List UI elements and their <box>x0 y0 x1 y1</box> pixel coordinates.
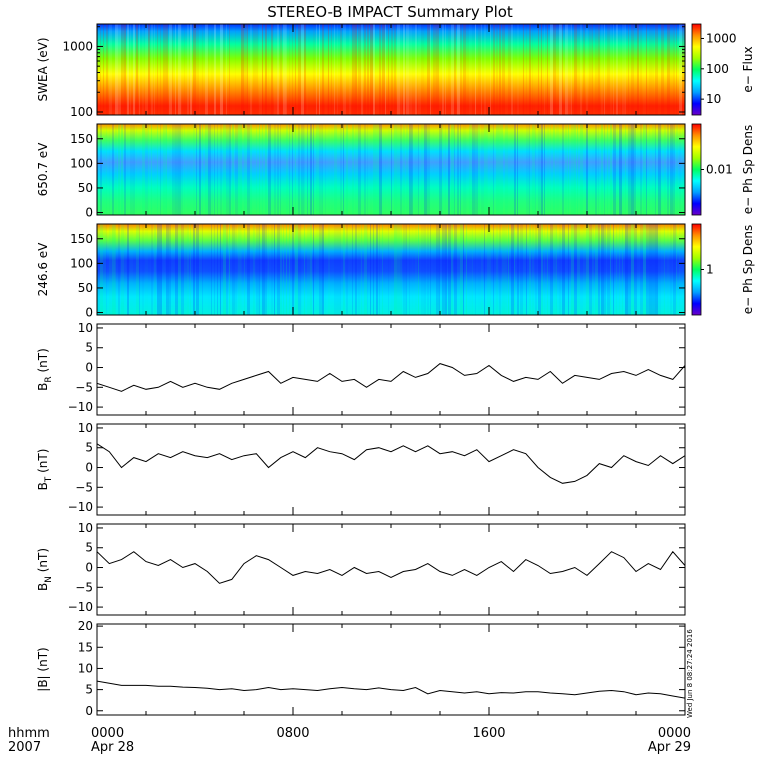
y-tick-label: −5 <box>75 580 93 594</box>
series-line-br <box>97 363 685 392</box>
y-axis-label-bmag: |B| (nT) <box>36 647 50 691</box>
colorbar-label-swea: e− Flux <box>741 46 755 92</box>
y-tick-label: 5 <box>85 441 93 455</box>
y-axis-label-main: B <box>36 482 50 490</box>
y-tick-label: 5 <box>85 683 93 697</box>
y-tick-label: 1000 <box>62 39 93 53</box>
y-tick-label: 5 <box>85 541 93 555</box>
spectrogram-swea <box>97 24 685 115</box>
colorbar-pad246 <box>691 223 702 316</box>
time-tick-date: Apr 28 <box>91 740 134 755</box>
y-tick-label: −10 <box>68 500 93 514</box>
axes-frame-bmag <box>96 623 686 716</box>
y-tick-label: −5 <box>75 380 93 394</box>
colorbar-tick-label: 1000 <box>706 31 737 45</box>
y-tick-label: 10 <box>78 661 93 675</box>
colorbar-tick-label: 0.01 <box>706 163 733 177</box>
y-tick-label: 0 <box>85 306 93 320</box>
y-tick-label: 0 <box>85 561 93 575</box>
spectrogram-texture-pad246 <box>97 224 680 315</box>
y-tick-label: 10 <box>78 321 93 335</box>
y-tick-label: −10 <box>68 400 93 414</box>
timestamp: Wed Jun 8 08:27:24 2016 <box>686 629 694 718</box>
panel-pad246: 1 e− Ph Sp Dens 246.6 eV 0 50 100 150 <box>36 223 755 320</box>
colorbar-tick-label: 100 <box>706 62 729 76</box>
time-axis-row2-label: 2007 <box>8 740 41 755</box>
series-line-bmag <box>97 680 685 699</box>
y-tick-label: 20 <box>78 619 93 633</box>
colorbar-tick-label: 1 <box>706 263 714 277</box>
y-tick-label: 100 <box>70 156 93 170</box>
axes-frame-bt <box>96 423 686 516</box>
spectrogram-pad650 <box>97 124 685 215</box>
y-axis-label-main: B <box>36 383 50 391</box>
time-axis-row1-label: hhmm <box>8 726 50 741</box>
time-tick-hhmm: 0000 <box>91 726 124 741</box>
panel-bn: BN (nT) −10 −5 0 5 10 <box>36 521 686 616</box>
y-axis-label-pad650: 650.7 eV <box>36 142 50 197</box>
y-tick-label: 150 <box>70 132 93 146</box>
y-tick-label: −5 <box>75 480 93 494</box>
y-tick-label: 0 <box>85 206 93 220</box>
y-axis-label-br: BR (nT) <box>36 348 54 391</box>
y-axis-label-sub: T <box>44 476 54 483</box>
y-tick-label: 10 <box>78 521 93 535</box>
panel-bmag: |B| (nT) 0 5 10 15 20 <box>36 619 686 718</box>
y-tick-label: −10 <box>68 600 93 614</box>
y-axis-label-main: |B| <box>36 675 50 691</box>
y-axis-label-unit: (nT) <box>36 548 50 576</box>
panel-pad650: 0.01 e− Ph Sp Dens 650.7 eV 0 50 100 150 <box>36 123 755 220</box>
panel-bt: BT (nT) −10 −5 0 5 10 <box>36 421 686 516</box>
spectrogram-pad246 <box>97 224 685 315</box>
series-line-bt <box>97 443 685 484</box>
y-tick-label: 100 <box>70 105 93 119</box>
colorbar-swea <box>691 23 702 116</box>
y-axis-label-swea: SWEA (eV) <box>36 37 50 101</box>
y-tick-label: 0 <box>85 361 93 375</box>
y-tick-label: 150 <box>70 232 93 246</box>
y-axis-label-unit: (nT) <box>36 348 50 376</box>
colorbar-label-pad650: e− Ph Sp Dens <box>741 125 755 214</box>
time-tick-date: Apr 29 <box>648 740 691 755</box>
y-tick-label: 50 <box>78 181 93 195</box>
colorbar-tick-label: 10 <box>706 92 721 106</box>
y-tick-label: 50 <box>78 281 93 295</box>
axes-frame-bn <box>96 523 686 616</box>
axes-frame-br <box>96 323 686 416</box>
y-tick-label: 0 <box>85 461 93 475</box>
colorbar-pad650 <box>691 123 702 216</box>
y-axis-label-unit: (nT) <box>36 647 50 675</box>
panel-swea: 10 100 1000 e− Flux SWEA (eV) 100 1000 <box>36 23 755 119</box>
spectrogram-texture-pad650 <box>97 124 684 215</box>
time-tick-hhmm: 0000 <box>658 726 691 741</box>
y-tick-label: 10 <box>78 421 93 435</box>
series-line-bn <box>97 550 685 584</box>
colorbar-label-pad246: e− Ph Sp Dens <box>741 225 755 314</box>
time-tick-hhmm: 1600 <box>472 726 505 741</box>
y-axis-label-sub: R <box>44 376 54 382</box>
y-axis-label-bt: BT (nT) <box>36 449 54 491</box>
y-tick-label: 15 <box>78 640 93 654</box>
time-tick-hhmm: 0800 <box>276 726 309 741</box>
panel-br: BR (nT) −10 −5 0 5 10 <box>36 321 686 416</box>
plot-title: STEREO-B IMPACT Summary Plot <box>267 3 513 21</box>
y-axis-label-main: B <box>36 583 50 591</box>
y-tick-label: 5 <box>85 341 93 355</box>
spectrogram-texture-swea <box>97 24 685 115</box>
y-tick-label: 0 <box>85 704 93 718</box>
y-axis-label-bn: BN (nT) <box>36 548 54 591</box>
y-axis-label-pad246: 246.6 eV <box>36 242 50 297</box>
y-axis-label-unit: (nT) <box>36 449 50 477</box>
y-axis-label-sub: N <box>44 576 54 583</box>
y-tick-label: 100 <box>70 256 93 270</box>
